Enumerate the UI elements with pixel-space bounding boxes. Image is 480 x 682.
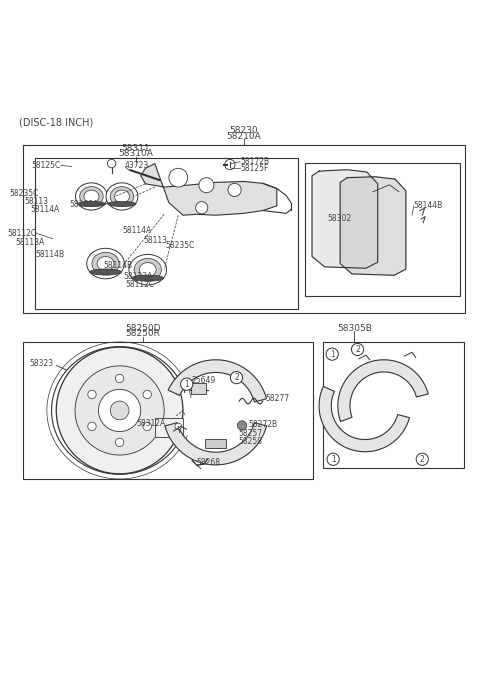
Circle shape bbox=[180, 378, 193, 390]
Text: 58312A: 58312A bbox=[136, 419, 165, 428]
Text: 58168A: 58168A bbox=[69, 201, 98, 209]
Text: 2: 2 bbox=[234, 373, 239, 382]
Text: 58305B: 58305B bbox=[337, 324, 372, 333]
Bar bbox=[24, 342, 313, 479]
Bar bbox=[305, 163, 460, 297]
Circle shape bbox=[175, 423, 181, 430]
Text: 58235C: 58235C bbox=[165, 241, 194, 250]
Bar bbox=[323, 342, 464, 468]
Ellipse shape bbox=[97, 256, 114, 271]
Ellipse shape bbox=[134, 258, 161, 281]
Text: 1: 1 bbox=[184, 380, 189, 389]
Text: 58250D: 58250D bbox=[125, 324, 161, 333]
Text: 58235C: 58235C bbox=[10, 189, 39, 198]
Circle shape bbox=[225, 160, 235, 170]
Circle shape bbox=[108, 160, 116, 168]
Circle shape bbox=[169, 168, 188, 187]
Circle shape bbox=[238, 421, 247, 430]
Text: 58250R: 58250R bbox=[126, 329, 160, 338]
Polygon shape bbox=[340, 177, 406, 276]
Text: 25649: 25649 bbox=[192, 376, 216, 385]
Circle shape bbox=[115, 374, 124, 383]
Polygon shape bbox=[312, 170, 378, 268]
Bar bbox=[155, 419, 183, 437]
Text: 58114B: 58114B bbox=[103, 261, 132, 270]
Text: 58230: 58230 bbox=[229, 126, 258, 135]
Text: 58311: 58311 bbox=[121, 144, 150, 153]
Text: 1: 1 bbox=[331, 455, 336, 464]
Text: 58114B: 58114B bbox=[36, 250, 65, 258]
Text: 58113: 58113 bbox=[24, 196, 48, 206]
Circle shape bbox=[143, 390, 152, 399]
Ellipse shape bbox=[110, 187, 133, 207]
Text: 58112C: 58112C bbox=[126, 280, 155, 289]
Text: 2: 2 bbox=[355, 345, 360, 354]
Ellipse shape bbox=[90, 269, 121, 275]
Ellipse shape bbox=[132, 275, 164, 281]
Text: 58125C: 58125C bbox=[32, 161, 61, 170]
Text: 2: 2 bbox=[420, 455, 425, 464]
Polygon shape bbox=[168, 360, 266, 402]
Circle shape bbox=[228, 183, 241, 196]
Text: 58268: 58268 bbox=[196, 458, 220, 466]
Text: 58113A: 58113A bbox=[15, 238, 45, 247]
Ellipse shape bbox=[84, 190, 99, 203]
Circle shape bbox=[351, 343, 364, 355]
Polygon shape bbox=[165, 423, 266, 465]
Ellipse shape bbox=[92, 252, 119, 275]
Ellipse shape bbox=[80, 187, 103, 207]
Circle shape bbox=[199, 178, 214, 193]
Text: 58172B: 58172B bbox=[240, 158, 269, 166]
Ellipse shape bbox=[77, 201, 106, 207]
Bar bbox=[205, 439, 226, 448]
Ellipse shape bbox=[108, 201, 136, 207]
Text: 58114A: 58114A bbox=[122, 226, 151, 235]
Circle shape bbox=[88, 390, 96, 399]
Circle shape bbox=[75, 366, 164, 455]
Text: 58112C: 58112C bbox=[7, 228, 36, 237]
Text: (DISC-18 INCH): (DISC-18 INCH) bbox=[19, 118, 93, 128]
Text: 43723: 43723 bbox=[124, 161, 148, 170]
Text: 58310A: 58310A bbox=[119, 149, 154, 158]
Polygon shape bbox=[319, 386, 409, 451]
Polygon shape bbox=[338, 360, 428, 421]
Text: 58277: 58277 bbox=[265, 394, 289, 403]
Circle shape bbox=[88, 422, 96, 430]
Circle shape bbox=[326, 348, 338, 360]
Circle shape bbox=[98, 389, 141, 432]
Text: 58125F: 58125F bbox=[240, 164, 269, 173]
Ellipse shape bbox=[87, 248, 124, 279]
Ellipse shape bbox=[106, 183, 138, 210]
Text: 58257: 58257 bbox=[239, 430, 263, 439]
Circle shape bbox=[56, 347, 183, 474]
Circle shape bbox=[115, 438, 124, 447]
Text: 1: 1 bbox=[330, 350, 335, 359]
Ellipse shape bbox=[114, 190, 130, 203]
Ellipse shape bbox=[129, 254, 167, 285]
Text: 58144B: 58144B bbox=[414, 201, 443, 210]
Circle shape bbox=[196, 202, 208, 214]
Circle shape bbox=[143, 422, 152, 430]
Text: 58302: 58302 bbox=[327, 213, 352, 222]
Text: 58210A: 58210A bbox=[227, 132, 261, 141]
Bar bbox=[35, 158, 298, 309]
Text: 58272B: 58272B bbox=[249, 420, 278, 429]
Ellipse shape bbox=[139, 263, 156, 277]
Text: 58323: 58323 bbox=[30, 359, 54, 368]
Ellipse shape bbox=[75, 183, 108, 210]
Circle shape bbox=[416, 453, 428, 465]
Text: 58113: 58113 bbox=[143, 235, 167, 245]
Text: 58114A: 58114A bbox=[31, 205, 60, 214]
Circle shape bbox=[327, 453, 339, 465]
Circle shape bbox=[230, 372, 242, 384]
Polygon shape bbox=[141, 164, 277, 216]
Text: 58113A: 58113A bbox=[123, 271, 152, 281]
Bar bbox=[24, 145, 465, 313]
Bar bbox=[192, 383, 206, 394]
Circle shape bbox=[110, 401, 129, 420]
Text: 58258: 58258 bbox=[239, 437, 263, 447]
